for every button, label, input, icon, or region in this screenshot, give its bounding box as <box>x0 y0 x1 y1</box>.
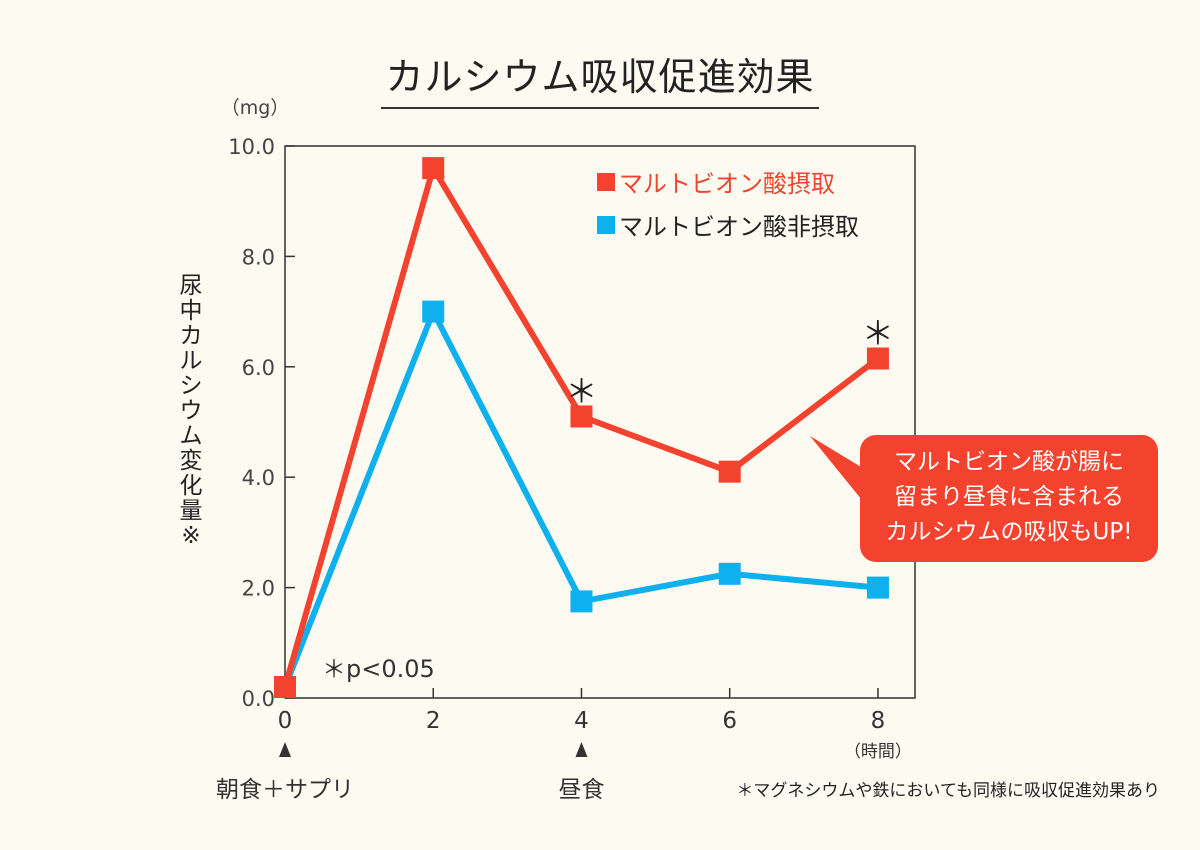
meal-marker-label: 朝食＋サプリ <box>216 777 354 803</box>
callout-pointer <box>810 436 866 505</box>
callout-line-1: マルトビオン酸が腸に <box>894 449 1124 475</box>
y-tick-label: 4.0 <box>242 466 275 490</box>
y-tick-label: 0.0 <box>242 687 275 711</box>
callout-line-2: 留まり昼食に含まれる <box>894 484 1124 510</box>
y-tick-label: 2.0 <box>242 577 275 601</box>
legend-swatch <box>597 173 615 191</box>
meal-marker-label: 昼食 <box>558 777 604 803</box>
series-point-2 <box>866 576 889 599</box>
x-tick-label: 8 <box>871 708 886 734</box>
legend-swatch <box>597 216 615 234</box>
x-unit-label: （時間） <box>844 742 912 762</box>
x-tick-label: 4 <box>574 708 589 734</box>
series-point-2 <box>570 590 593 613</box>
callout-line-3: カルシウムの吸収もUP! <box>885 519 1133 545</box>
series-point-2 <box>718 562 741 585</box>
callout-box: マルトビオン酸が腸に 留まり昼食に含まれる カルシウムの吸収もUP! <box>860 435 1158 562</box>
meal-marker-triangle <box>279 742 291 757</box>
series-point-1 <box>718 460 741 483</box>
x-tick-label: 0 <box>278 708 293 734</box>
y-tick-label: 6.0 <box>242 356 275 380</box>
x-tick-label: 2 <box>426 708 441 734</box>
chart-title-text: カルシウム吸収促進効果 <box>381 46 819 109</box>
legend-entry: マルトビオン酸摂取 <box>619 170 835 198</box>
chart-title: カルシウム吸収促進効果 <box>0 46 1200 109</box>
legend-entry: マルトビオン酸非摂取 <box>619 213 859 241</box>
p-value-note: ＊p<0.05 <box>322 655 435 683</box>
series-point-1 <box>570 405 593 428</box>
footnote: ＊マグネシウムや鉄においても同様に吸収促進効果あり <box>736 781 1160 801</box>
y-tick-label: 8.0 <box>242 245 275 269</box>
series-point-2 <box>422 300 445 323</box>
series-point-1 <box>274 675 296 698</box>
series-point-1 <box>422 157 445 180</box>
significance-asterisk: ＊ <box>565 372 597 410</box>
series-point-1 <box>866 347 889 370</box>
y-unit-label: （mg） <box>221 97 290 119</box>
x-tick-label: 6 <box>722 708 737 734</box>
significance-asterisk: ＊ <box>862 315 894 353</box>
y-axis-label: 尿中カルシウム変化量※ <box>179 273 203 549</box>
y-tick-label: 10.0 <box>228 135 275 159</box>
meal-marker-triangle <box>575 742 588 757</box>
